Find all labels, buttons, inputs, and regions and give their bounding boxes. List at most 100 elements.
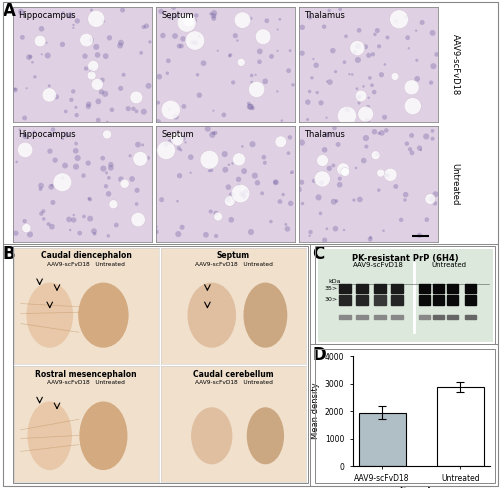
Point (378, 129, 386, 137)
Text: Rostral mesencephalon: Rostral mesencephalon (35, 370, 137, 379)
Point (152, 228, 160, 236)
Point (310, 177, 318, 185)
Point (105, 174, 113, 182)
Ellipse shape (80, 402, 127, 469)
Point (176, 172, 184, 180)
Point (382, 170, 390, 178)
Point (152, 39, 160, 46)
Point (426, 195, 434, 203)
Point (112, 221, 120, 229)
Text: 30>: 30> (324, 297, 338, 303)
Point (386, 171, 394, 179)
Point (22, 84, 30, 92)
Point (401, 196, 409, 204)
Point (102, 183, 110, 190)
Point (276, 16, 284, 23)
Point (318, 157, 326, 164)
Point (144, 154, 152, 162)
Point (212, 129, 220, 137)
Point (181, 11, 189, 19)
Point (25, 53, 33, 61)
Point (286, 47, 294, 55)
Point (378, 71, 386, 79)
Point (354, 42, 362, 50)
Point (234, 176, 242, 183)
Point (404, 34, 411, 41)
Point (154, 118, 162, 126)
Point (184, 17, 192, 25)
Point (238, 16, 246, 24)
Point (175, 144, 183, 152)
Point (126, 152, 134, 160)
Point (62, 107, 70, 115)
Point (47, 183, 55, 191)
Point (272, 179, 280, 186)
Point (18, 34, 26, 41)
Point (128, 175, 136, 183)
Point (65, 216, 73, 224)
Point (320, 146, 328, 154)
Point (364, 51, 372, 59)
Point (118, 6, 126, 14)
Text: AAV9-scFvD18   Untreated: AAV9-scFvD18 Untreated (194, 262, 272, 267)
Point (310, 55, 318, 63)
Point (308, 74, 316, 82)
Point (12, 229, 20, 237)
Point (306, 13, 314, 21)
Point (431, 200, 439, 207)
Point (88, 67, 96, 75)
Point (210, 15, 218, 22)
Point (298, 23, 306, 31)
Point (237, 59, 245, 66)
Point (304, 116, 312, 123)
Ellipse shape (28, 402, 72, 469)
Point (317, 99, 325, 107)
Point (214, 47, 222, 55)
Text: D: D (312, 346, 326, 365)
Point (362, 43, 370, 51)
Point (340, 58, 348, 66)
Point (72, 147, 80, 155)
Bar (374, 295, 386, 305)
Point (157, 7, 165, 15)
Point (332, 68, 340, 76)
Point (240, 192, 248, 200)
Point (167, 106, 175, 114)
Point (313, 89, 321, 97)
Point (259, 33, 267, 41)
Point (212, 209, 220, 217)
Point (45, 91, 53, 99)
Point (208, 131, 216, 139)
Point (188, 39, 196, 46)
Point (409, 102, 417, 110)
Point (52, 93, 60, 101)
Point (22, 132, 30, 140)
Point (48, 223, 56, 230)
Point (277, 138, 285, 145)
Point (272, 179, 280, 186)
Point (235, 156, 243, 163)
Point (326, 78, 334, 86)
Text: Untreated: Untreated (450, 163, 460, 205)
Y-axis label: Mean density: Mean density (312, 383, 320, 440)
Point (346, 70, 354, 78)
Bar (419, 315, 430, 319)
Point (323, 78, 331, 85)
Point (298, 179, 306, 186)
Point (170, 4, 177, 12)
Point (402, 191, 409, 199)
Point (402, 13, 410, 20)
Point (46, 82, 54, 90)
Point (368, 81, 376, 89)
Point (133, 186, 141, 194)
Text: 35>: 35> (324, 286, 338, 291)
Point (191, 37, 199, 44)
Point (182, 139, 190, 146)
Point (314, 194, 322, 202)
Point (175, 42, 183, 50)
Bar (433, 295, 444, 305)
Point (80, 213, 88, 221)
Point (72, 140, 80, 147)
Point (234, 37, 241, 44)
Point (364, 94, 372, 102)
